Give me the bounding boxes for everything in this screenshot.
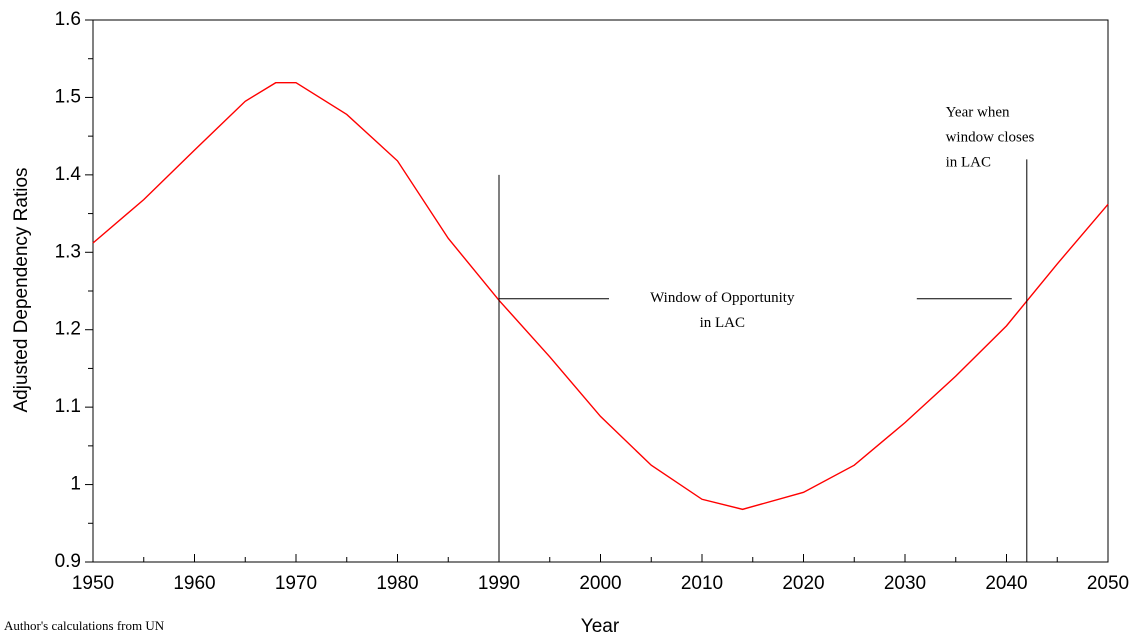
x-tick-label: 1950 xyxy=(72,573,114,594)
x-tick-label: 2000 xyxy=(579,573,621,594)
x-tick-label: 2050 xyxy=(1087,573,1129,594)
y-tick-label: 0.9 xyxy=(55,551,81,572)
x-axis-label: Year xyxy=(581,616,620,637)
x-tick-label: 1960 xyxy=(173,573,215,594)
y-tick-label: 1.3 xyxy=(55,241,81,262)
x-tick-label: 2040 xyxy=(985,573,1027,594)
x-tick-label: 1990 xyxy=(478,573,520,594)
y-tick-label: 1.2 xyxy=(55,319,81,340)
y-tick-label: 1.4 xyxy=(55,164,82,185)
annotation: in LAC xyxy=(946,154,991,170)
series-line xyxy=(92,82,1109,511)
y-tick-label: 1.1 xyxy=(55,396,81,417)
y-axis-label: Adjusted Dependency Ratios xyxy=(11,167,32,412)
y-tick-label: 1.6 xyxy=(55,9,81,30)
source-note: Author's calculations from UN xyxy=(4,618,165,633)
annotation: Window of Opportunity xyxy=(650,290,795,306)
annotation: window closes xyxy=(946,129,1035,145)
annotation: Year when xyxy=(946,104,1010,120)
y-tick-label: 1 xyxy=(70,474,81,495)
annotation: in LAC xyxy=(700,315,745,331)
x-tick-label: 1970 xyxy=(275,573,317,594)
x-tick-label: 2020 xyxy=(782,573,824,594)
x-tick-label: 2010 xyxy=(681,573,723,594)
x-tick-label: 1980 xyxy=(376,573,418,594)
x-tick-label: 2030 xyxy=(884,573,926,594)
y-tick-label: 1.5 xyxy=(55,86,81,107)
